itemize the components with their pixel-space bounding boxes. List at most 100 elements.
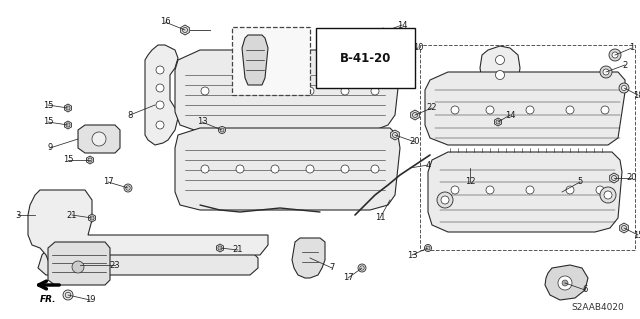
Polygon shape (28, 190, 268, 270)
Circle shape (526, 186, 534, 194)
Text: 9: 9 (47, 144, 52, 152)
Circle shape (621, 85, 627, 91)
Polygon shape (610, 173, 618, 183)
Polygon shape (145, 45, 178, 145)
Circle shape (201, 165, 209, 173)
Bar (420, 45, 635, 250)
Text: 15: 15 (43, 100, 53, 109)
Text: 12: 12 (465, 177, 476, 187)
Polygon shape (428, 152, 622, 232)
Text: 6: 6 (582, 286, 588, 294)
Circle shape (619, 83, 629, 93)
Circle shape (451, 186, 459, 194)
Circle shape (604, 191, 612, 199)
Polygon shape (38, 250, 258, 275)
Circle shape (236, 165, 244, 173)
Circle shape (156, 84, 164, 92)
Text: 14: 14 (397, 20, 407, 29)
Circle shape (562, 280, 568, 286)
Polygon shape (495, 118, 502, 126)
Text: 5: 5 (577, 177, 582, 187)
Polygon shape (216, 244, 223, 252)
Polygon shape (380, 28, 387, 36)
Circle shape (441, 196, 449, 204)
Circle shape (124, 184, 132, 192)
Polygon shape (242, 35, 268, 85)
Text: 17: 17 (342, 273, 353, 283)
Circle shape (156, 121, 164, 129)
Circle shape (566, 186, 574, 194)
Text: 14: 14 (505, 110, 515, 120)
Text: 8: 8 (127, 110, 132, 120)
Circle shape (156, 101, 164, 109)
Circle shape (218, 127, 225, 133)
Circle shape (271, 165, 279, 173)
Text: FR.: FR. (40, 295, 56, 304)
Text: 10: 10 (413, 43, 423, 53)
Circle shape (306, 87, 314, 95)
Circle shape (566, 106, 574, 114)
Polygon shape (425, 72, 625, 145)
Circle shape (72, 261, 84, 273)
Text: 19: 19 (84, 295, 95, 305)
Circle shape (201, 87, 209, 95)
Text: 2: 2 (622, 61, 628, 70)
Polygon shape (545, 265, 588, 300)
Circle shape (596, 186, 604, 194)
Polygon shape (65, 104, 72, 112)
Circle shape (156, 66, 164, 74)
Polygon shape (175, 50, 400, 132)
Text: 3: 3 (15, 211, 20, 219)
Text: 20: 20 (410, 137, 420, 146)
Circle shape (341, 87, 349, 95)
Text: 1: 1 (629, 43, 635, 53)
Text: 22: 22 (427, 103, 437, 113)
Circle shape (601, 106, 609, 114)
Text: 7: 7 (330, 263, 335, 272)
Circle shape (495, 70, 504, 79)
Text: 13: 13 (196, 117, 207, 127)
Text: 23: 23 (109, 261, 120, 270)
Circle shape (486, 106, 494, 114)
Circle shape (600, 187, 616, 203)
Text: 21: 21 (233, 246, 243, 255)
Text: 16: 16 (160, 18, 170, 26)
Bar (232, 27, 310, 95)
Polygon shape (48, 242, 110, 285)
Text: 18: 18 (633, 91, 640, 100)
Circle shape (609, 49, 621, 61)
Circle shape (306, 165, 314, 173)
Polygon shape (78, 125, 120, 153)
Circle shape (451, 106, 459, 114)
Circle shape (603, 69, 609, 75)
Polygon shape (292, 238, 325, 278)
Text: B-41-20: B-41-20 (340, 51, 392, 64)
Text: 15: 15 (63, 155, 73, 165)
Circle shape (600, 66, 612, 78)
Circle shape (558, 276, 572, 290)
Polygon shape (390, 130, 399, 140)
Circle shape (371, 87, 379, 95)
Circle shape (92, 132, 106, 146)
Text: 11: 11 (375, 213, 385, 222)
Circle shape (371, 165, 379, 173)
Text: 13: 13 (406, 250, 417, 259)
Polygon shape (65, 121, 72, 129)
Circle shape (612, 52, 618, 58)
Text: S2AAB4020: S2AAB4020 (572, 303, 625, 313)
Circle shape (437, 192, 453, 208)
Polygon shape (86, 156, 93, 164)
Text: 21: 21 (67, 211, 77, 219)
Circle shape (526, 106, 534, 114)
Text: 4: 4 (426, 160, 431, 169)
Text: 20: 20 (627, 174, 637, 182)
Circle shape (358, 264, 366, 272)
Circle shape (424, 244, 431, 251)
Circle shape (63, 290, 73, 300)
Circle shape (236, 87, 244, 95)
Circle shape (271, 87, 279, 95)
Circle shape (341, 165, 349, 173)
Circle shape (495, 56, 504, 64)
Polygon shape (88, 214, 95, 222)
Polygon shape (175, 128, 400, 210)
